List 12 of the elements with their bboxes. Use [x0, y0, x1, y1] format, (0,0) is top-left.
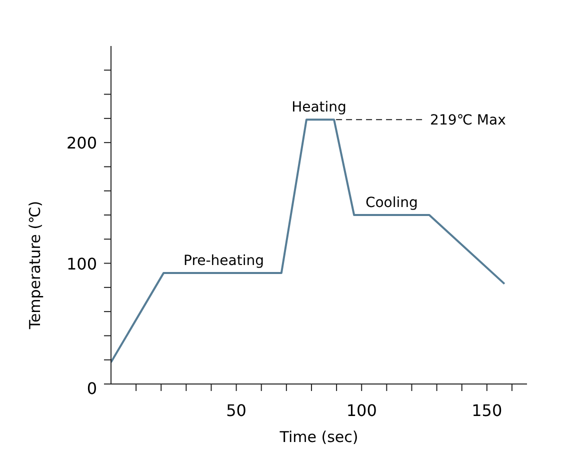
y-tick-label: 0	[86, 379, 97, 398]
annotation: Cooling	[365, 195, 418, 211]
annotation: 219℃ Max	[430, 112, 506, 129]
y-tick-label: 100	[66, 254, 97, 274]
y-tick-label: 200	[66, 134, 97, 153]
y-axis-title: Temperature (℃)	[26, 200, 44, 330]
x-tick-label: 100	[346, 401, 377, 420]
x-axis-title: Time (sec)	[278, 428, 358, 446]
annotation: Heating	[292, 100, 346, 116]
x-tick-label: 150	[472, 401, 502, 420]
x-tick-label: 50	[226, 401, 246, 420]
annotation: Pre-heating	[184, 252, 264, 269]
